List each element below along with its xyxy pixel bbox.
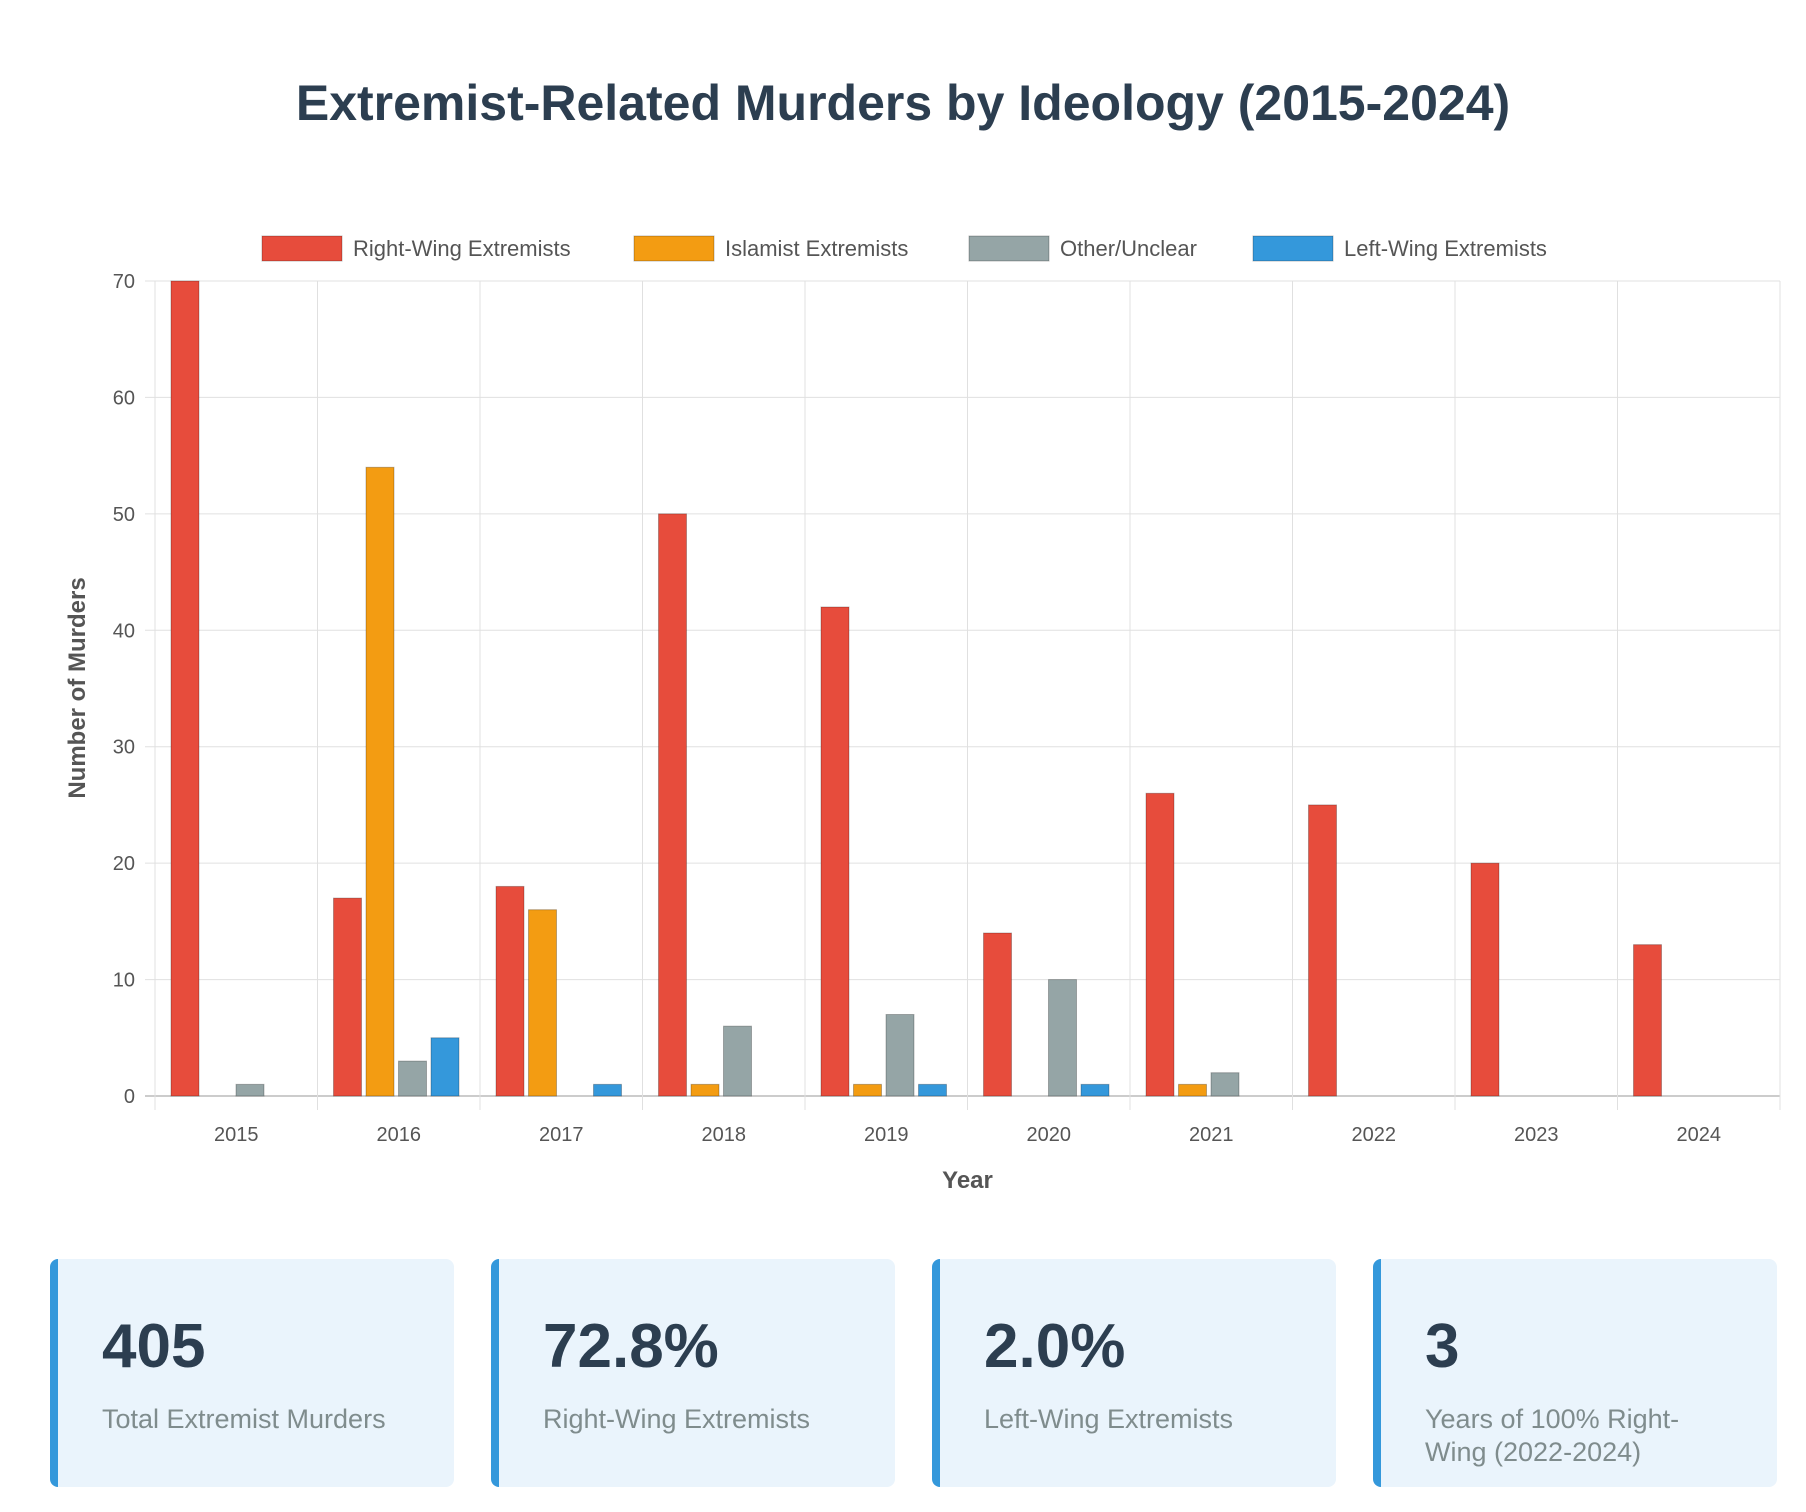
legend-swatch bbox=[1252, 235, 1334, 262]
bar-right-wing-extremists-2015 bbox=[170, 280, 200, 1097]
stat-value: 72.8% bbox=[543, 1312, 719, 1381]
stat-value: 405 bbox=[102, 1312, 206, 1381]
bar-left-wing-extremists-2016 bbox=[430, 1037, 460, 1097]
bar-right-wing-extremists-2023 bbox=[1470, 862, 1500, 1097]
bar-other-unclear-2016 bbox=[398, 1060, 427, 1097]
bar-other-unclear-2021 bbox=[1210, 1072, 1240, 1097]
legend-swatch bbox=[261, 235, 343, 262]
legend-label: Islamist Extremists bbox=[725, 236, 908, 261]
x-tick-label: 2021 bbox=[1189, 1124, 1234, 1146]
bar-left-wing-extremists-2020 bbox=[1080, 1083, 1110, 1097]
x-tick-label: 2017 bbox=[539, 1124, 584, 1146]
bar-islamist-extremists-2019 bbox=[853, 1083, 882, 1097]
x-tick-label: 2016 bbox=[377, 1124, 422, 1146]
bar-islamist-extremists-2021 bbox=[1178, 1083, 1207, 1097]
legend-swatch bbox=[968, 235, 1050, 262]
x-tick-label: 2015 bbox=[214, 1124, 259, 1146]
y-tick-label: 60 bbox=[113, 387, 135, 409]
bar-islamist-extremists-2016 bbox=[365, 466, 395, 1097]
bar-chart: 0 10 20 30 40 50 60 70 2015 2016 2017 2018 2019 2020 2… bbox=[64, 235, 1781, 1194]
bar-other-unclear-2018 bbox=[723, 1025, 752, 1097]
bar-right-wing-extremists-2016 bbox=[333, 897, 362, 1097]
stat-label: Total Extremist Murders bbox=[102, 1404, 386, 1434]
stat-value: 3 bbox=[1425, 1312, 1460, 1381]
bar-right-wing-extremists-2019 bbox=[820, 606, 850, 1097]
bar-other-unclear-2020 bbox=[1048, 979, 1077, 1097]
legend-label: Left-Wing Extremists bbox=[1344, 236, 1547, 261]
bar-other-unclear-2019 bbox=[885, 1014, 915, 1097]
bar-right-wing-extremists-2024 bbox=[1633, 944, 1662, 1097]
legend-label: Other/Unclear bbox=[1060, 236, 1197, 261]
x-tick-label: 2023 bbox=[1514, 1124, 1559, 1146]
y-tick-label: 20 bbox=[113, 853, 135, 875]
y-axis-title: Number of Murders bbox=[64, 577, 91, 798]
stat-card-years-right-wing: 3 Years of 100% Right-Wing (2022-2024) bbox=[1373, 1259, 1777, 1487]
bar-right-wing-extremists-2018 bbox=[658, 513, 687, 1097]
y-tick-label: 70 bbox=[113, 271, 135, 293]
stat-label: Right-Wing Extremists bbox=[543, 1404, 811, 1434]
y-tick-label: 50 bbox=[113, 504, 135, 526]
stat-label: Left-Wing Extremists bbox=[984, 1404, 1234, 1434]
y-tick-label: 10 bbox=[113, 970, 135, 992]
stat-card-total: 405 Total Extremist Murders bbox=[50, 1259, 454, 1487]
legend-label: Right-Wing Extremists bbox=[353, 236, 571, 261]
bar-left-wing-extremists-2019 bbox=[918, 1083, 947, 1097]
bar-right-wing-extremists-2022 bbox=[1308, 804, 1337, 1097]
bar-other-unclear-2015 bbox=[235, 1083, 265, 1097]
bar-islamist-extremists-2018 bbox=[690, 1083, 720, 1097]
x-tick-label: 2020 bbox=[1027, 1124, 1072, 1146]
bar-islamist-extremists-2017 bbox=[528, 909, 557, 1097]
stat-card-right-wing: 72.8% Right-Wing Extremists bbox=[491, 1259, 895, 1487]
stat-label: Years of 100% Right-Wing (2022-2024) bbox=[1425, 1404, 1680, 1467]
bar-right-wing-extremists-2021 bbox=[1145, 792, 1175, 1097]
legend-swatch bbox=[633, 235, 715, 262]
x-tick-label: 2018 bbox=[702, 1124, 747, 1146]
bar-right-wing-extremists-2017 bbox=[495, 885, 525, 1097]
stat-value: 2.0% bbox=[984, 1312, 1126, 1381]
x-axis-title: Year bbox=[942, 1167, 993, 1194]
x-tick-label: 2022 bbox=[1352, 1124, 1397, 1146]
x-tick-label: 2019 bbox=[864, 1124, 909, 1146]
y-tick-label: 30 bbox=[113, 737, 135, 759]
bar-right-wing-extremists-2020 bbox=[983, 932, 1012, 1097]
chart-title: Extremist-Related Murders by Ideology (2… bbox=[295, 75, 1511, 131]
y-tick-label: 0 bbox=[124, 1086, 135, 1108]
x-tick-label: 2024 bbox=[1677, 1124, 1722, 1146]
bar-left-wing-extremists-2017 bbox=[593, 1083, 622, 1097]
stat-card-left-wing: 2.0% Left-Wing Extremists bbox=[932, 1259, 1336, 1487]
y-tick-label: 40 bbox=[113, 620, 135, 642]
